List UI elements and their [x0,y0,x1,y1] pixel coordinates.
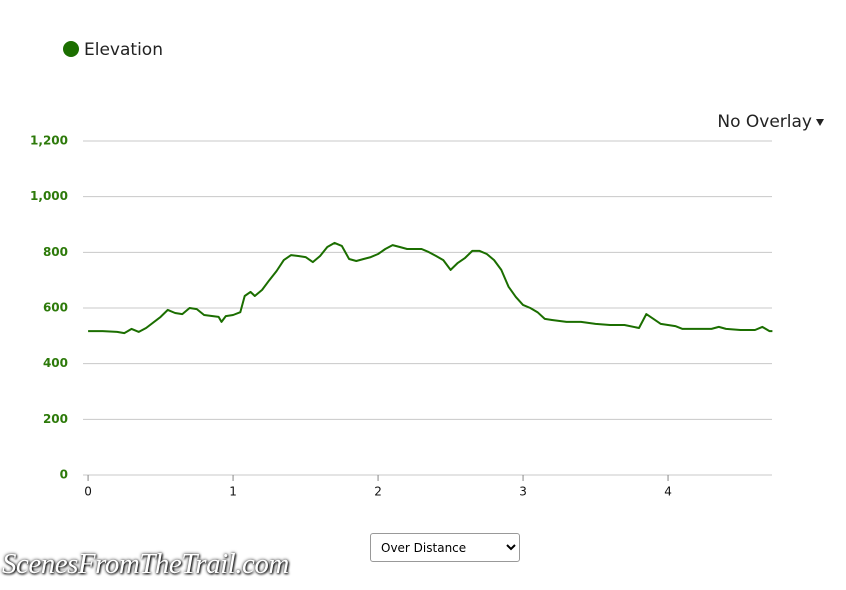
x-tick-label: 0 [84,485,92,499]
y-tick-label: 1,200 [30,134,68,148]
y-tick-label: 1,000 [30,189,68,203]
mode-select[interactable]: Over Distance [370,533,520,562]
y-tick-label: 0 [60,468,68,482]
overlay-arrow[interactable] [816,119,824,126]
y-tick-label: 200 [43,412,68,426]
elevation-line [88,241,773,335]
x-tick-label: 1 [229,485,237,499]
watermark: ScenesFromTheTrail.com [2,548,289,580]
y-tick-label: 800 [43,245,68,259]
y-tick-label: 400 [43,356,68,370]
y-tick-label: 600 [43,301,68,315]
legend-label: Elevation [84,40,163,60]
overlay-toggle[interactable]: No Overlay [717,112,812,132]
legend-dot [63,41,79,57]
x-tick-label: 4 [664,485,672,499]
x-tick-label: 2 [374,485,382,499]
x-tick-label: 3 [519,485,527,499]
